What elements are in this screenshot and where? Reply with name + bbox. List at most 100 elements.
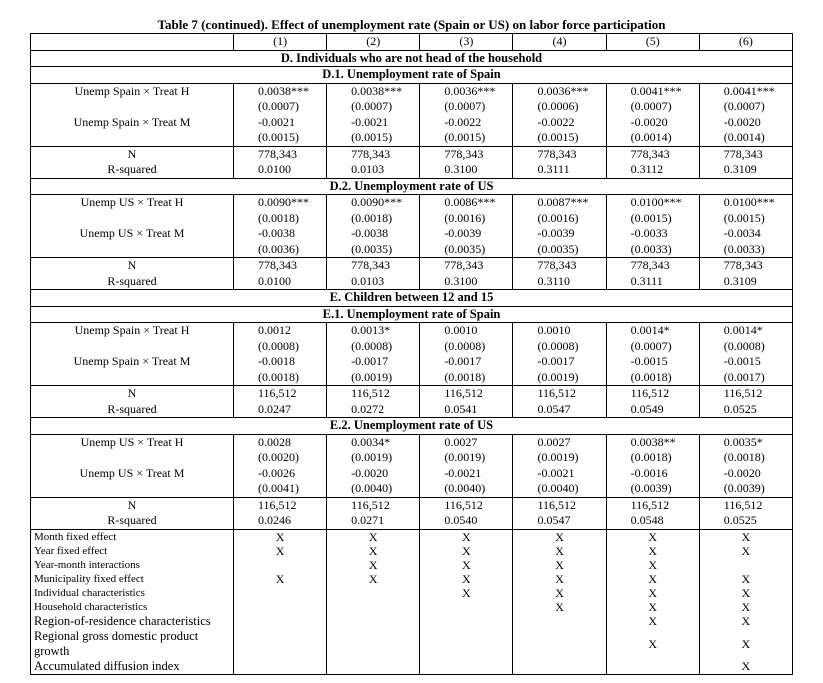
statistic: 0.3110 <box>512 273 607 290</box>
standard-error: (0.0015) <box>605 210 700 226</box>
control-mark: X <box>605 543 700 558</box>
standard-error: (0.0019) <box>326 369 421 386</box>
coefficient: 0.0036*** <box>419 82 514 99</box>
statistic: 116,512 <box>232 496 328 513</box>
statistic: 0.0272 <box>326 401 421 418</box>
standard-error: (0.0015) <box>419 130 514 146</box>
control-label: Individual characteristics <box>30 585 234 600</box>
statistic: 0.3109 <box>698 273 794 290</box>
control-mark: X <box>605 585 700 600</box>
control-mark: X <box>512 528 607 544</box>
control-mark: X <box>698 543 794 558</box>
row-label: Unemp Spain × Treat H <box>30 322 234 354</box>
statistic: 116,512 <box>419 385 514 402</box>
table-row: (0.0018) (0.0018) (0.0016) (0.0016) (0.0015)… <box>31 210 794 226</box>
control-mark: X <box>419 571 514 586</box>
coefficient: 0.0027 <box>419 433 514 450</box>
row-label: R-squared <box>30 162 234 178</box>
statistic: 116,512 <box>419 496 514 513</box>
empty-cell <box>605 658 700 674</box>
standard-error: (0.0018) <box>605 369 700 386</box>
statistic: 116,512 <box>512 496 607 513</box>
statistic: 116,512 <box>698 496 794 513</box>
statistic: 116,512 <box>232 385 328 402</box>
row-label: Unemp Spain × Treat H <box>30 82 234 115</box>
table-row: (0.0036) (0.0035) (0.0035) (0.0035) (0.0033)… <box>31 241 794 258</box>
empty-cell <box>326 628 421 659</box>
standard-error: (0.0019) <box>512 450 607 466</box>
standard-error: (0.0039) <box>605 481 700 497</box>
standard-error: (0.0016) <box>512 210 607 226</box>
control-mark: X <box>698 599 794 614</box>
table-row: R-squared 0.0100 0.0103 0.3100 0.3111 0.3112 0… <box>30 162 794 178</box>
panel-heading: D.1. Unemployment rate of Spain <box>30 66 793 83</box>
control-mark: X <box>605 557 700 572</box>
coefficient: 0.0028 <box>232 433 328 450</box>
coefficient: -0.0039 <box>419 226 514 242</box>
standard-error: (0.0035) <box>512 241 607 258</box>
control-mark: X <box>698 528 794 544</box>
coefficient: -0.0038 <box>326 226 421 242</box>
table-row: D.2. Unemployment rate of US <box>30 177 793 195</box>
standard-error: (0.0033) <box>605 241 700 258</box>
standard-error: (0.0019) <box>419 450 514 466</box>
coefficient: 0.0100*** <box>698 194 794 211</box>
control-mark: X <box>232 528 328 544</box>
row-label: Unemp US × Treat M <box>30 465 234 497</box>
table-row: N 778,343 778,343 778,343 778,343 778,343 778,… <box>30 145 794 162</box>
control-mark: X <box>512 585 607 600</box>
column-header: (3) <box>419 33 514 50</box>
table-row: E.2. Unemployment rate of US <box>30 417 793 434</box>
statistic: 0.3100 <box>419 162 514 178</box>
coefficient: -0.0026 <box>232 465 328 481</box>
statistic: 0.3111 <box>605 273 700 290</box>
table-row: (0.0015) (0.0015) (0.0015) (0.0015) (0.0014)… <box>31 130 794 146</box>
row-label: R-squared <box>30 401 234 418</box>
coefficient: 0.0034* <box>326 433 421 450</box>
empty-cell <box>419 613 514 629</box>
standard-error: (0.0017) <box>698 369 794 386</box>
table-row: Month fixed effect X X X X X X <box>30 528 794 544</box>
standard-error: (0.0019) <box>512 369 607 386</box>
column-header: (6) <box>698 33 794 50</box>
standard-error: (0.0041) <box>232 481 328 497</box>
control-label: Accumulated diffusion index <box>30 658 234 674</box>
panel-heading: E.2. Unemployment rate of US <box>30 417 793 434</box>
standard-error: (0.0016) <box>419 210 514 226</box>
statistic: 0.0547 <box>512 401 607 418</box>
coefficient: -0.0021 <box>419 465 514 481</box>
control-mark: X <box>419 557 514 572</box>
empty-cell <box>232 658 328 674</box>
statistic: 0.3112 <box>605 162 700 178</box>
control-mark: X <box>419 528 514 544</box>
control-mark: X <box>232 571 328 586</box>
row-label: N <box>30 257 234 274</box>
empty-cell <box>512 613 607 629</box>
table-row: Unemp Spain × Treat M -0.0021 -0.0021 -0.00… <box>30 114 794 146</box>
results-table: (1) (2) (3) (4) (5) (6) D. Individuals who are… <box>30 33 794 675</box>
control-label: Regional gross domestic product growth <box>30 628 234 659</box>
coefficient: 0.0036*** <box>512 82 607 99</box>
table-row: Unemp US × Treat M -0.0026 -0.0020 -0.0021-… <box>30 465 794 497</box>
coefficient: -0.0020 <box>698 114 794 130</box>
standard-error: (0.0015) <box>698 210 794 226</box>
row-label: Unemp US × Treat H <box>30 194 234 226</box>
header-cell <box>30 33 234 50</box>
row-label: Unemp Spain × Treat M <box>30 114 234 146</box>
statistic: 778,343 <box>605 257 700 274</box>
statistic: 0.0540 <box>419 513 514 529</box>
coefficient: 0.0014* <box>698 322 794 339</box>
table-row: E. Children between 12 and 15 <box>30 289 793 306</box>
table-row: D. Individuals who are not head of the h… <box>30 49 793 67</box>
standard-error: (0.0036) <box>232 241 328 258</box>
coefficient: -0.0022 <box>419 114 514 130</box>
coefficient: 0.0038*** <box>326 82 421 99</box>
statistic: 778,343 <box>512 145 607 162</box>
table-row: Household characteristics X X X <box>30 599 794 614</box>
empty-cell <box>326 658 421 674</box>
row-label: Unemp US × Treat H <box>30 433 234 466</box>
statistic: 116,512 <box>698 385 794 402</box>
statistic: 778,343 <box>419 257 514 274</box>
control-mark: X <box>698 613 794 629</box>
column-header: (5) <box>605 33 700 50</box>
